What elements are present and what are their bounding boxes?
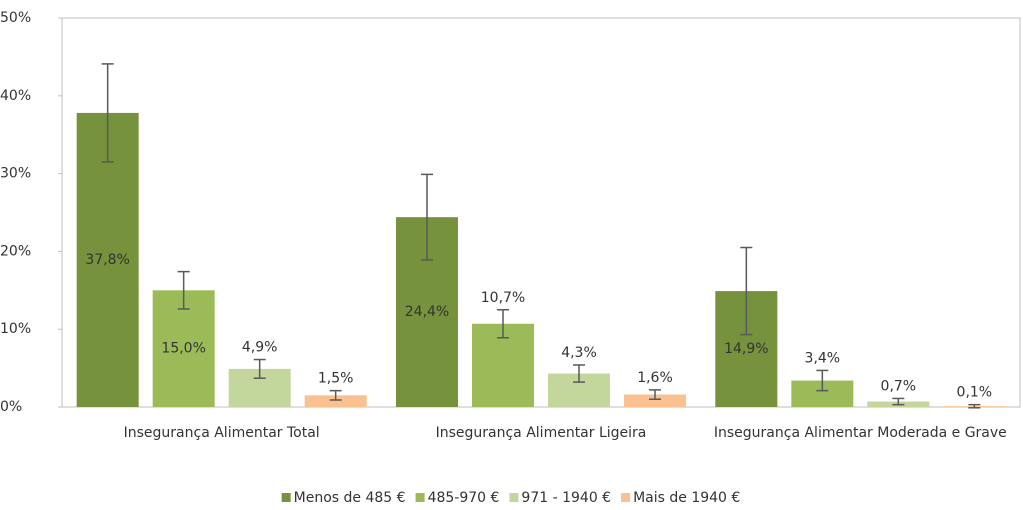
value-label: 14,9% [724,341,768,357]
value-label: 4,9% [242,340,278,356]
legend-label: 485-970 € [428,490,500,506]
value-label: 15,0% [161,341,205,357]
legend-label: Menos de 485 € [294,490,406,506]
value-label: 1,6% [637,370,673,386]
value-label: 0,1% [957,385,993,401]
bar [152,290,215,407]
value-label: 3,4% [805,350,841,366]
x-tick-label: Insegurança Alimentar Ligeira [436,425,647,441]
legend-swatch [509,493,519,502]
value-label: 10,7% [481,290,525,306]
bar [624,394,686,407]
legend-swatch [621,493,631,502]
y-tick-label: 40% [0,88,31,104]
x-tick-label: Insegurança Alimentar Moderada e Grave [714,425,1007,441]
legend-swatch [415,493,425,502]
y-tick-label: 30% [0,166,31,182]
y-tick-label: 50% [0,10,31,26]
value-label: 24,4% [405,304,449,320]
value-label: 1,5% [318,371,354,387]
y-tick-label: 20% [0,243,31,259]
y-tick-label: 10% [0,321,31,337]
y-tick-label: 0% [0,399,22,415]
x-tick-label: Insegurança Alimentar Total [124,425,320,441]
value-label: 37,8% [85,252,129,268]
legend-swatch [281,493,291,502]
legend-label: 971 - 1940 € [521,490,611,506]
bar [304,395,367,407]
value-label: 4,3% [561,345,597,361]
value-label: 0,7% [881,378,917,394]
plot-frame [61,17,1021,408]
legend-label: Mais de 1940 € [633,490,740,506]
